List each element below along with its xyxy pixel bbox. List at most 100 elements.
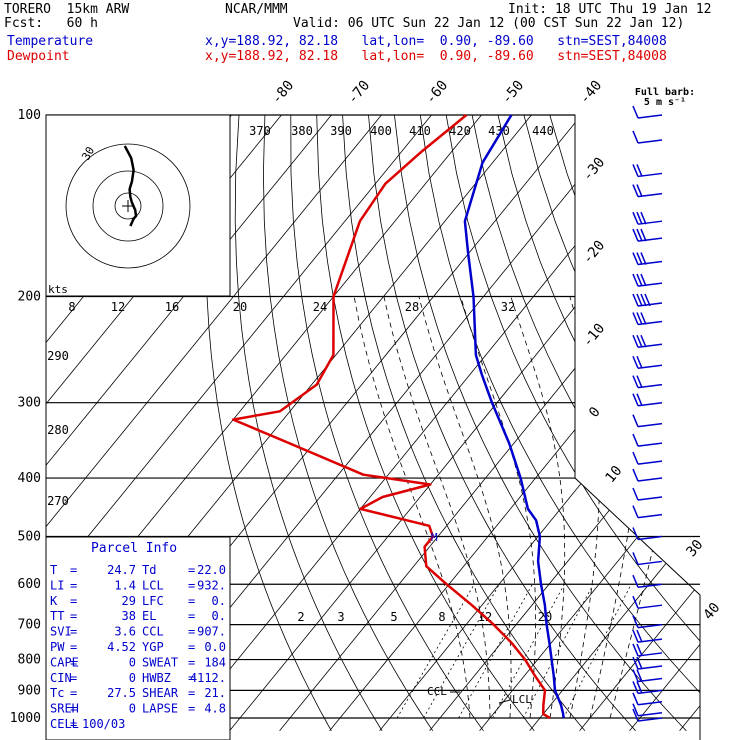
wind-barb bbox=[632, 433, 663, 447]
dry-adiabat bbox=[575, 115, 700, 732]
isotherm-line bbox=[279, 115, 700, 732]
isotherm-label: 30 bbox=[683, 537, 706, 560]
wind-barb bbox=[632, 505, 663, 519]
mixing-ratio-label: 20 bbox=[233, 300, 247, 314]
hodograph-trace bbox=[123, 145, 138, 227]
dry-adiabat bbox=[497, 115, 700, 732]
wind-barb bbox=[632, 293, 663, 307]
dewpoint-legend: Dewpoint bbox=[7, 49, 70, 64]
wind-barb-flag bbox=[632, 414, 639, 427]
mixing-ratio-label: 8 bbox=[68, 300, 75, 314]
isotherm-line bbox=[229, 115, 700, 732]
parcel-value: 29 bbox=[122, 594, 136, 608]
wind-barb-shaft bbox=[637, 535, 663, 541]
wind-barb bbox=[632, 393, 663, 407]
parcel-value: 0 bbox=[129, 702, 136, 716]
dry-adiabat bbox=[601, 115, 700, 732]
parcel-equals: = bbox=[188, 563, 195, 577]
isotherm-label: 40 bbox=[700, 600, 723, 623]
parcel-label: LFC bbox=[142, 594, 164, 608]
wind-barb-flag bbox=[636, 184, 643, 197]
parcel-equals: = bbox=[188, 578, 195, 592]
wind-barb-flag bbox=[640, 293, 647, 307]
wind-barb bbox=[632, 574, 663, 588]
wind-barb-flag bbox=[640, 211, 647, 225]
pressure-tick-label: 1000 bbox=[10, 711, 41, 726]
wind-barb-flag bbox=[640, 273, 647, 287]
lcl-marker-line bbox=[498, 699, 511, 704]
parcel-label: CCL bbox=[142, 625, 164, 639]
mixing-ratio-label: 2 bbox=[297, 610, 304, 624]
parcel-label: LI bbox=[50, 578, 64, 592]
model-title: TORERO 15km ARW bbox=[4, 2, 130, 17]
temperature-legend: Temperature bbox=[7, 34, 94, 49]
hodograph-ring bbox=[65, 143, 191, 269]
wind-barb bbox=[632, 703, 663, 717]
parcel-equals: = bbox=[70, 563, 77, 577]
parcel-equals: = bbox=[70, 671, 77, 685]
wind-barb bbox=[632, 552, 663, 566]
parcel-equals: = bbox=[188, 655, 195, 669]
wind-barb-flag bbox=[636, 334, 643, 348]
wind-barb-flag bbox=[636, 629, 643, 643]
theta-label: 400 bbox=[370, 124, 392, 138]
wind-barb-flag bbox=[632, 505, 639, 518]
wind-barb-shaft bbox=[637, 442, 663, 447]
theta-label: 440 bbox=[532, 124, 554, 138]
wind-barb bbox=[632, 681, 663, 695]
dry-adiabat bbox=[419, 115, 700, 732]
wind-barb bbox=[632, 643, 663, 657]
mixing-ratio-label: 32 bbox=[501, 300, 515, 314]
wind-barb bbox=[632, 355, 663, 369]
pressure-tick-label: 600 bbox=[18, 577, 41, 592]
wind-barb-flag bbox=[640, 252, 647, 265]
wind-barb-flag bbox=[632, 273, 639, 287]
parcel-value: 27.5 bbox=[107, 686, 136, 700]
wind-barb bbox=[632, 273, 663, 287]
wind-barb-flag bbox=[636, 643, 643, 657]
wind-barb-flag bbox=[632, 487, 639, 501]
wind-barb bbox=[632, 252, 663, 266]
parcel-label: CAPE bbox=[50, 655, 79, 669]
theta-label: 380 bbox=[291, 124, 313, 138]
wind-barb-flag bbox=[640, 334, 647, 348]
wind-barb-shaft bbox=[637, 477, 663, 482]
parcel-label: SHEAR bbox=[142, 686, 179, 700]
parcel-value: 4.8 bbox=[204, 702, 226, 716]
wind-barb bbox=[632, 334, 663, 349]
parcel-label: TT bbox=[50, 609, 64, 623]
parcel-label: SWEAT bbox=[142, 655, 178, 669]
lcl-marker: LCL bbox=[512, 693, 532, 706]
parcel-equals: = bbox=[188, 686, 195, 700]
wind-barb-flag bbox=[632, 228, 639, 242]
isotherm-label: -20 bbox=[580, 238, 609, 268]
parcel-equals: = bbox=[70, 702, 77, 716]
wind-barb-flag bbox=[632, 574, 639, 588]
parcel-label: K bbox=[50, 594, 58, 608]
isotherm-label: -10 bbox=[580, 321, 609, 351]
moist-adiabat bbox=[460, 296, 536, 719]
parcel-equals: = bbox=[70, 686, 77, 700]
wind-barb-flag bbox=[632, 355, 639, 369]
hodograph-box bbox=[45, 114, 231, 297]
parcel-label: PW bbox=[50, 640, 65, 654]
wind-barb-flag bbox=[644, 293, 651, 307]
ccl-marker: CCL bbox=[427, 685, 447, 698]
wind-barb-flag bbox=[636, 164, 643, 177]
parcel-info-box bbox=[45, 536, 231, 740]
wind-barb-flag bbox=[632, 656, 639, 670]
parcel-label: LAPSE bbox=[142, 702, 178, 716]
init-time: Init: 18 UTC Thu 19 Jan 12 bbox=[508, 2, 712, 17]
wind-barb-flag bbox=[636, 252, 643, 265]
wind-barb-shaft bbox=[637, 604, 663, 609]
parcel-equals: = bbox=[70, 640, 77, 654]
dry-adiabat bbox=[445, 115, 700, 732]
wind-barb-flag bbox=[632, 130, 639, 144]
wind-barb-shaft bbox=[637, 496, 663, 501]
isotherm-line bbox=[46, 115, 382, 732]
wind-barb-shaft bbox=[637, 711, 663, 717]
dry-adiabat bbox=[394, 115, 687, 732]
parcel-value: 0. bbox=[212, 594, 226, 608]
wind-barb-flag bbox=[636, 228, 643, 242]
wind-barb-flag bbox=[636, 273, 643, 287]
